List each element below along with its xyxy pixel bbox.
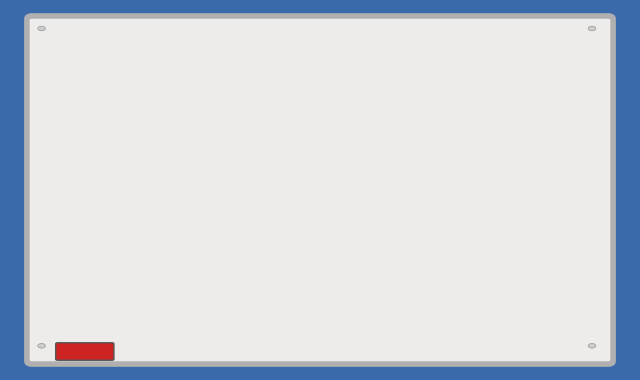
Text: HO: HO bbox=[229, 176, 252, 190]
Text: O: O bbox=[358, 113, 371, 131]
Text: OH: OH bbox=[110, 141, 134, 156]
Text: O: O bbox=[355, 188, 368, 206]
Text: O: O bbox=[151, 48, 164, 65]
Text: NH$_2$: NH$_2$ bbox=[192, 195, 223, 213]
